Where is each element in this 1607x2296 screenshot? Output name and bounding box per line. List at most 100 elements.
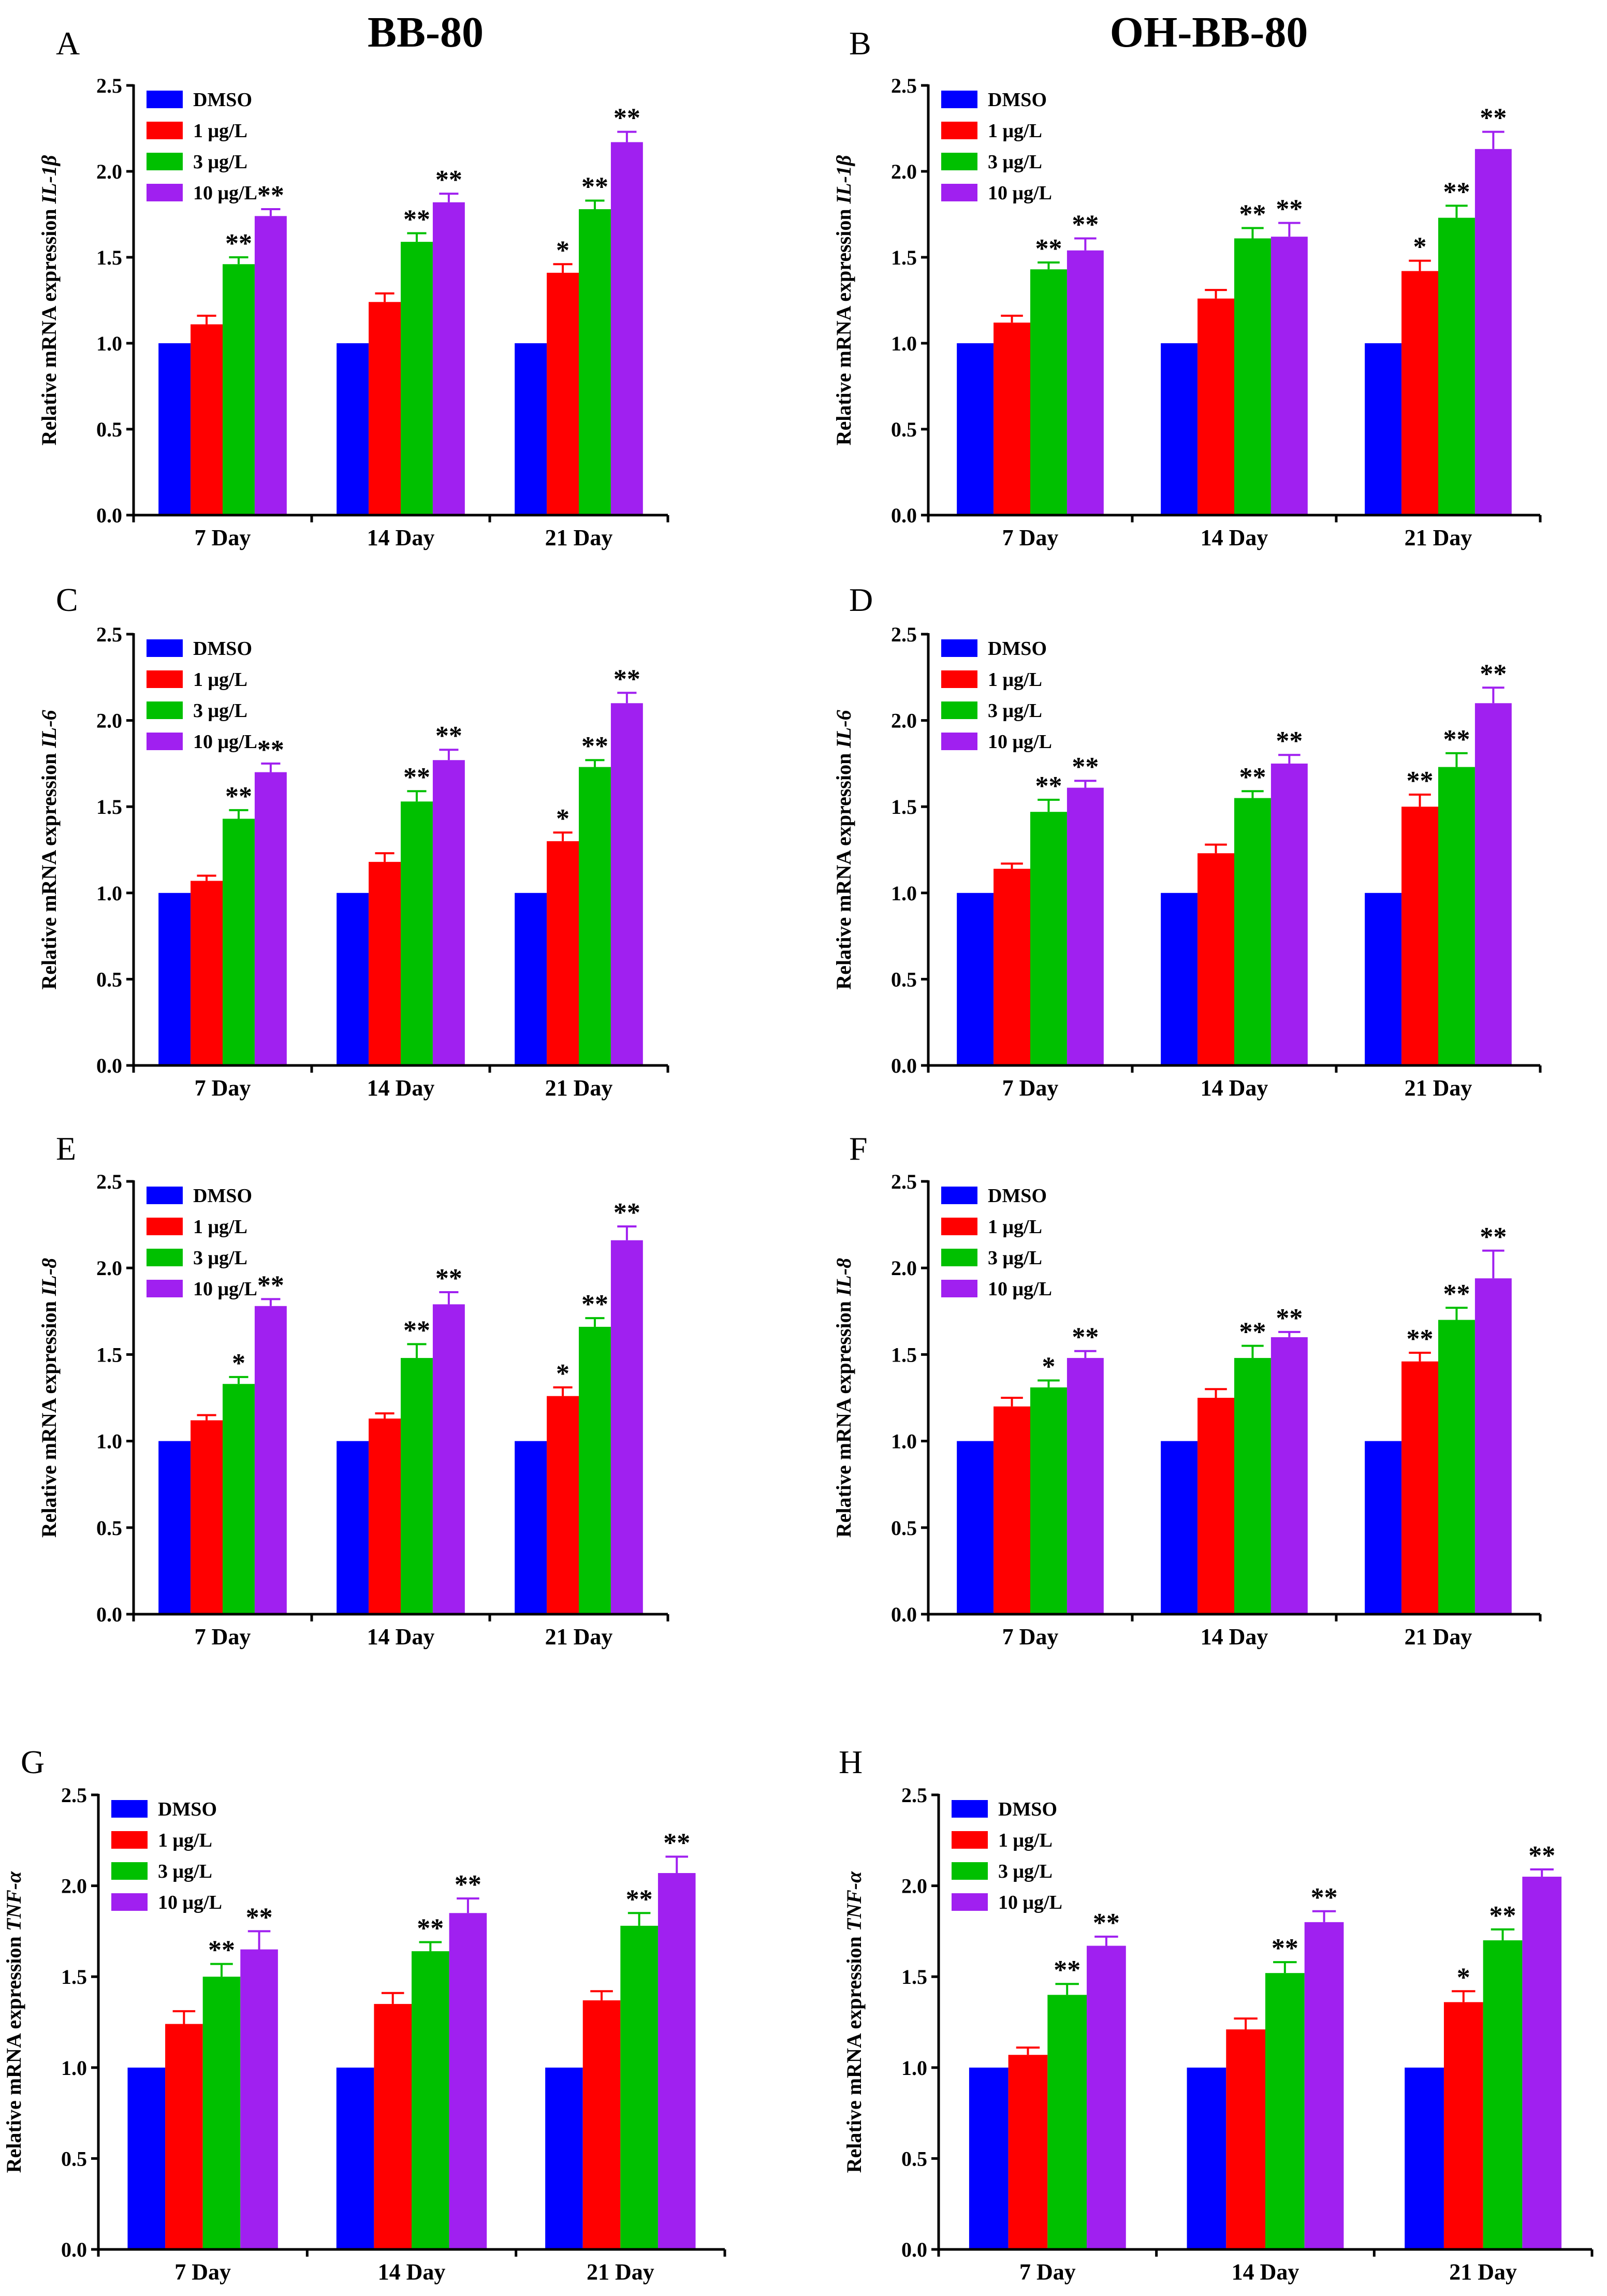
bar [957, 893, 994, 1065]
bar [191, 881, 223, 1065]
legend-label: DMSO [193, 89, 252, 111]
y-tick-label: 0.5 [61, 2147, 87, 2170]
significance-marker: * [556, 804, 569, 833]
y-tick-label: 2.0 [891, 709, 917, 733]
y-axis-label: Relative mRNA expression IL-1β [37, 155, 61, 445]
bar [547, 272, 579, 515]
y-axis-label-prefix: Relative mRNA expression [832, 748, 855, 990]
legend-swatch [941, 91, 977, 108]
x-category-label: 7 Day [195, 1075, 251, 1101]
bar [1187, 2067, 1226, 2249]
bar [202, 1977, 241, 2249]
legend-label: 3 μg/L [193, 1247, 247, 1269]
bar [1030, 269, 1067, 515]
y-tick-label: 1.5 [901, 1965, 927, 1988]
bar [582, 2000, 621, 2249]
x-category-label: 14 Day [367, 1624, 435, 1649]
bar [369, 1418, 401, 1614]
significance-marker: ** [1093, 1908, 1120, 1938]
legend-swatch [941, 184, 977, 201]
bar [1401, 1361, 1438, 1614]
y-axis-label: Relative mRNA expression TNF-α [2, 1871, 25, 2173]
bar [994, 1406, 1030, 1614]
significance-marker: * [1457, 1963, 1470, 1992]
significance-marker: ** [257, 735, 284, 765]
y-tick-label: 1.0 [891, 882, 917, 905]
significance-marker: ** [1443, 1279, 1470, 1309]
bar [1030, 1387, 1067, 1614]
bar [165, 2024, 203, 2249]
legend-label: DMSO [193, 638, 252, 660]
legend-label: 1 μg/L [193, 120, 247, 142]
bar [191, 324, 223, 515]
significance-marker: ** [1407, 766, 1434, 796]
legend-swatch [952, 1893, 988, 1911]
x-category-label: 14 Day [1201, 1075, 1268, 1101]
bar [337, 343, 369, 515]
y-tick-label: 1.0 [891, 332, 917, 355]
legend-swatch [941, 733, 977, 750]
bar [1438, 767, 1475, 1065]
significance-marker: ** [435, 165, 462, 195]
bar [1438, 1320, 1475, 1614]
significance-marker: ** [257, 1270, 284, 1300]
legend-swatch [147, 1280, 183, 1297]
bar [1405, 2067, 1444, 2249]
legend-label: 3 μg/L [193, 700, 247, 722]
y-tick-label: 1.0 [96, 882, 122, 905]
significance-marker: ** [1276, 195, 1303, 224]
bar [547, 841, 579, 1065]
bar [994, 323, 1030, 515]
bar [1197, 853, 1234, 1065]
bar [1087, 1946, 1126, 2249]
y-axis-label-gene: IL-6 [37, 710, 61, 748]
y-tick-label: 2.0 [96, 1256, 122, 1280]
bar [374, 2003, 412, 2249]
bar [1067, 1358, 1104, 1614]
y-tick-label: 1.0 [901, 2056, 927, 2080]
legend-swatch [941, 701, 977, 719]
legend-label: 10 μg/L [988, 182, 1052, 204]
bar [969, 2067, 1009, 2249]
significance-marker: ** [1035, 771, 1062, 801]
y-tick-label: 2.5 [891, 623, 917, 646]
legend-swatch [941, 670, 977, 688]
significance-marker: ** [435, 721, 462, 751]
panel-letter: D [849, 581, 873, 618]
x-category-label: 21 Day [1405, 1075, 1472, 1101]
significance-marker: ** [1072, 210, 1099, 239]
y-tick-label: 2.0 [61, 1875, 87, 1898]
significance-marker: ** [246, 1903, 273, 1932]
bar [1270, 1337, 1308, 1614]
y-tick-label: 0.5 [96, 968, 122, 991]
bar [1161, 343, 1198, 515]
bar [337, 893, 369, 1065]
panel-letter: G [21, 1744, 45, 1780]
y-axis-label: Relative mRNA expression IL-1β [832, 155, 855, 445]
y-axis-label-prefix: Relative mRNA expression [832, 1296, 855, 1538]
bar [1197, 1398, 1234, 1614]
legend-swatch [941, 122, 977, 139]
bar [1304, 1922, 1344, 2249]
bar [158, 343, 191, 515]
significance-marker: ** [403, 1315, 430, 1345]
column-title-left: BB-80 [368, 8, 484, 56]
significance-marker: ** [626, 1884, 653, 1914]
bar [1474, 149, 1512, 516]
legend-label: 3 μg/L [158, 1861, 212, 1882]
legend-swatch [111, 1800, 148, 1818]
legend-label: 10 μg/L [158, 1892, 222, 1913]
significance-marker: ** [1276, 1304, 1303, 1333]
significance-marker: ** [1239, 200, 1266, 229]
legend-label: 10 μg/L [193, 1278, 257, 1300]
legend-label: 10 μg/L [988, 1278, 1052, 1300]
bar [1365, 1441, 1402, 1614]
y-axis-label-gene: IL-1β [37, 155, 61, 204]
y-axis-label-prefix: Relative mRNA expression [842, 1931, 866, 2173]
y-axis-label-prefix: Relative mRNA expression [37, 1296, 61, 1538]
bar [1522, 1877, 1562, 2249]
legend-label: 3 μg/L [988, 1247, 1042, 1269]
bar [1483, 1940, 1523, 2249]
bar [1234, 798, 1271, 1065]
bar [1234, 238, 1271, 516]
